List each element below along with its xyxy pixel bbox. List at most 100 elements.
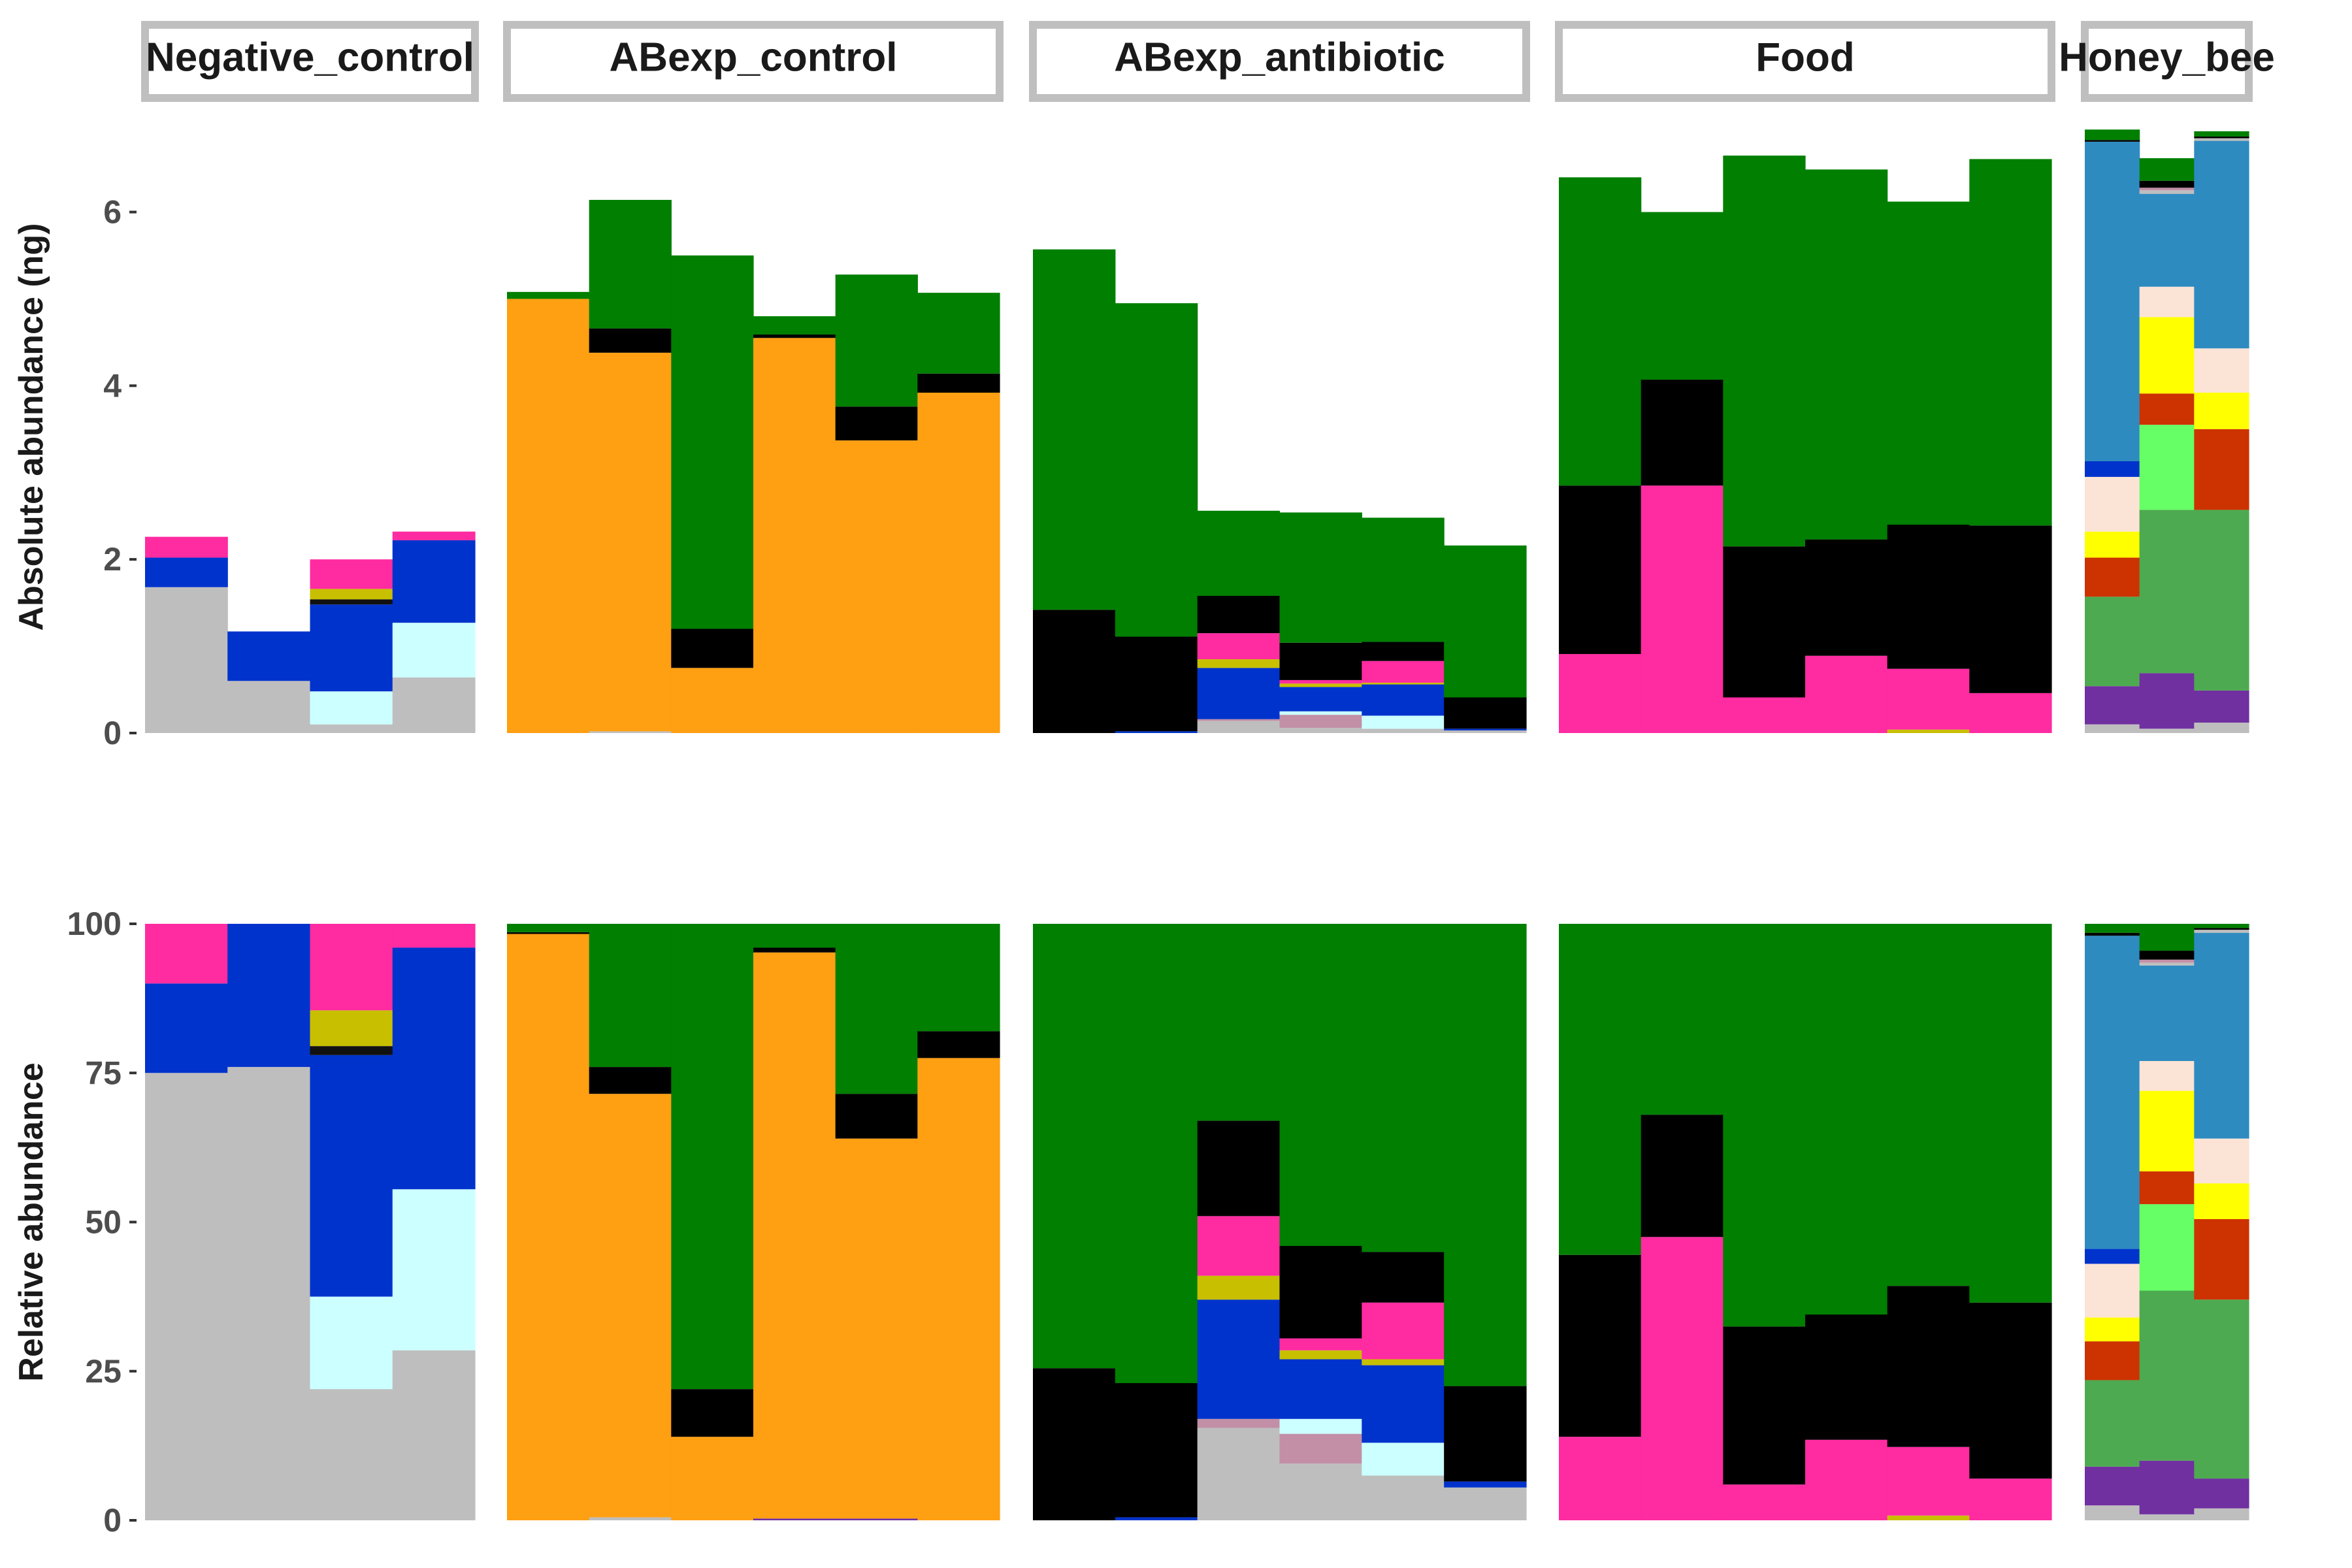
bar-segment — [1033, 249, 1116, 610]
bar-segment — [1197, 1418, 1281, 1428]
bar-segment — [1197, 1428, 1281, 1520]
facet-strip-label: Negative_control — [146, 35, 474, 80]
bar-segment — [310, 1389, 393, 1520]
bar-segment — [392, 1189, 476, 1350]
bar-segment — [1641, 212, 1723, 380]
y-axis-title: Relative abundance — [12, 1062, 50, 1381]
bar-segment — [2194, 140, 2249, 349]
bar-segment — [1362, 715, 1445, 729]
bar-segment — [227, 681, 311, 733]
bar-segment — [671, 1437, 754, 1520]
bar-segment — [310, 691, 393, 725]
bar-segment — [1559, 1254, 1642, 1437]
bar-segment — [1279, 683, 1362, 687]
y-tick-label: 6 — [103, 194, 122, 231]
bar-segment — [835, 440, 918, 733]
bar-segment — [589, 199, 672, 329]
bar-segment — [2139, 1090, 2195, 1171]
bar-segment — [2139, 728, 2195, 733]
bar-segment — [1197, 1275, 1281, 1300]
bar-segment — [917, 1058, 1000, 1520]
bar-segment — [2194, 138, 2249, 141]
bar-segment — [507, 934, 590, 1520]
bar-segment — [2139, 393, 2195, 425]
bar-segment — [392, 677, 476, 733]
bar-segment — [1197, 719, 1281, 721]
bar-segment — [2194, 1183, 2249, 1219]
bar-segment — [2139, 425, 2195, 510]
bar-segment — [2139, 286, 2195, 318]
bar-segment — [310, 1054, 393, 1297]
bar-segment — [1444, 1481, 1527, 1488]
bar-segment — [145, 587, 228, 733]
bar-segment — [1115, 1517, 1198, 1520]
bar-segment — [1033, 610, 1116, 733]
bar-segment — [2085, 129, 2140, 140]
bar-segment — [1279, 1418, 1362, 1434]
facet-strip-box — [1555, 21, 2055, 102]
bar-segment — [1444, 730, 1527, 733]
bar-segment — [1362, 1365, 1445, 1443]
bar-segment — [145, 536, 228, 558]
y-axes: 0 2 4 6 Absolute abundance (ng) 0 25 50 75 100 Rel… — [12, 194, 137, 1539]
bar-segment — [310, 599, 393, 605]
bar-segment — [2194, 930, 2249, 933]
bar-segment — [835, 406, 918, 441]
bar-segment — [2139, 959, 2195, 963]
bar-segment — [1559, 177, 1642, 486]
bar-segment — [310, 924, 393, 1011]
bar-segment — [2194, 690, 2249, 723]
bar-segment — [2194, 723, 2249, 733]
bar-segment — [1723, 155, 1806, 547]
bar-segment — [1444, 697, 1527, 729]
bar-segment — [392, 924, 476, 948]
bar-segment — [1969, 159, 2052, 526]
bar-segment — [1362, 642, 1445, 661]
bar-segment — [2139, 962, 2195, 966]
bar-segment — [1444, 545, 1527, 698]
bar-segment — [1362, 924, 1445, 1252]
bar-segment — [1969, 525, 2052, 693]
bar-segment — [2085, 531, 2140, 558]
bar-segment — [1887, 1515, 1970, 1520]
bar-segment — [2139, 1171, 2195, 1205]
bar-segment — [2194, 1138, 2249, 1184]
bar-segment — [2139, 317, 2195, 394]
bar-segment — [1115, 924, 1198, 1384]
bar-segment — [2085, 932, 2140, 936]
bar-segment — [1723, 697, 1806, 733]
bar-segment — [1197, 721, 1281, 733]
bar-segment — [2194, 393, 2249, 429]
bar-segment — [2085, 476, 2140, 532]
bar-segment — [2139, 1060, 2195, 1091]
bar-segment — [917, 924, 1000, 1032]
bar-segment — [1723, 1484, 1806, 1520]
bar-segment — [2194, 1299, 2249, 1479]
bar-segment — [1641, 1237, 1723, 1520]
bar-segment — [1279, 1463, 1362, 1520]
facet-strip-label: ABexp_antibiotic — [1114, 35, 1445, 80]
bar-segment — [310, 604, 393, 692]
facet-strip-box — [503, 21, 1004, 102]
bar-segment — [835, 1138, 918, 1519]
bar-segment — [589, 328, 672, 353]
bar-segment — [2194, 348, 2249, 393]
bar-segment — [2139, 510, 2195, 674]
bar-segment — [589, 1094, 672, 1518]
bar-segment — [2139, 1290, 2195, 1461]
bar-segment — [1197, 924, 1281, 1121]
bar-segment — [1805, 169, 1888, 540]
facet-strips: Negative_control ABexp_control ABexp_antib… — [141, 21, 2275, 102]
bar-segment — [145, 983, 228, 1073]
bar-segment — [1115, 731, 1198, 733]
bar-segment — [1197, 596, 1281, 634]
bar-segment — [1115, 636, 1198, 732]
bar-segment — [753, 1518, 836, 1520]
bar-segment — [1279, 715, 1362, 728]
bar-segment — [2139, 180, 2195, 188]
bar-segment — [1033, 1368, 1116, 1520]
bar-segment — [1279, 1338, 1362, 1350]
bar-segment — [1444, 728, 1527, 731]
bar-segment — [1641, 380, 1723, 486]
